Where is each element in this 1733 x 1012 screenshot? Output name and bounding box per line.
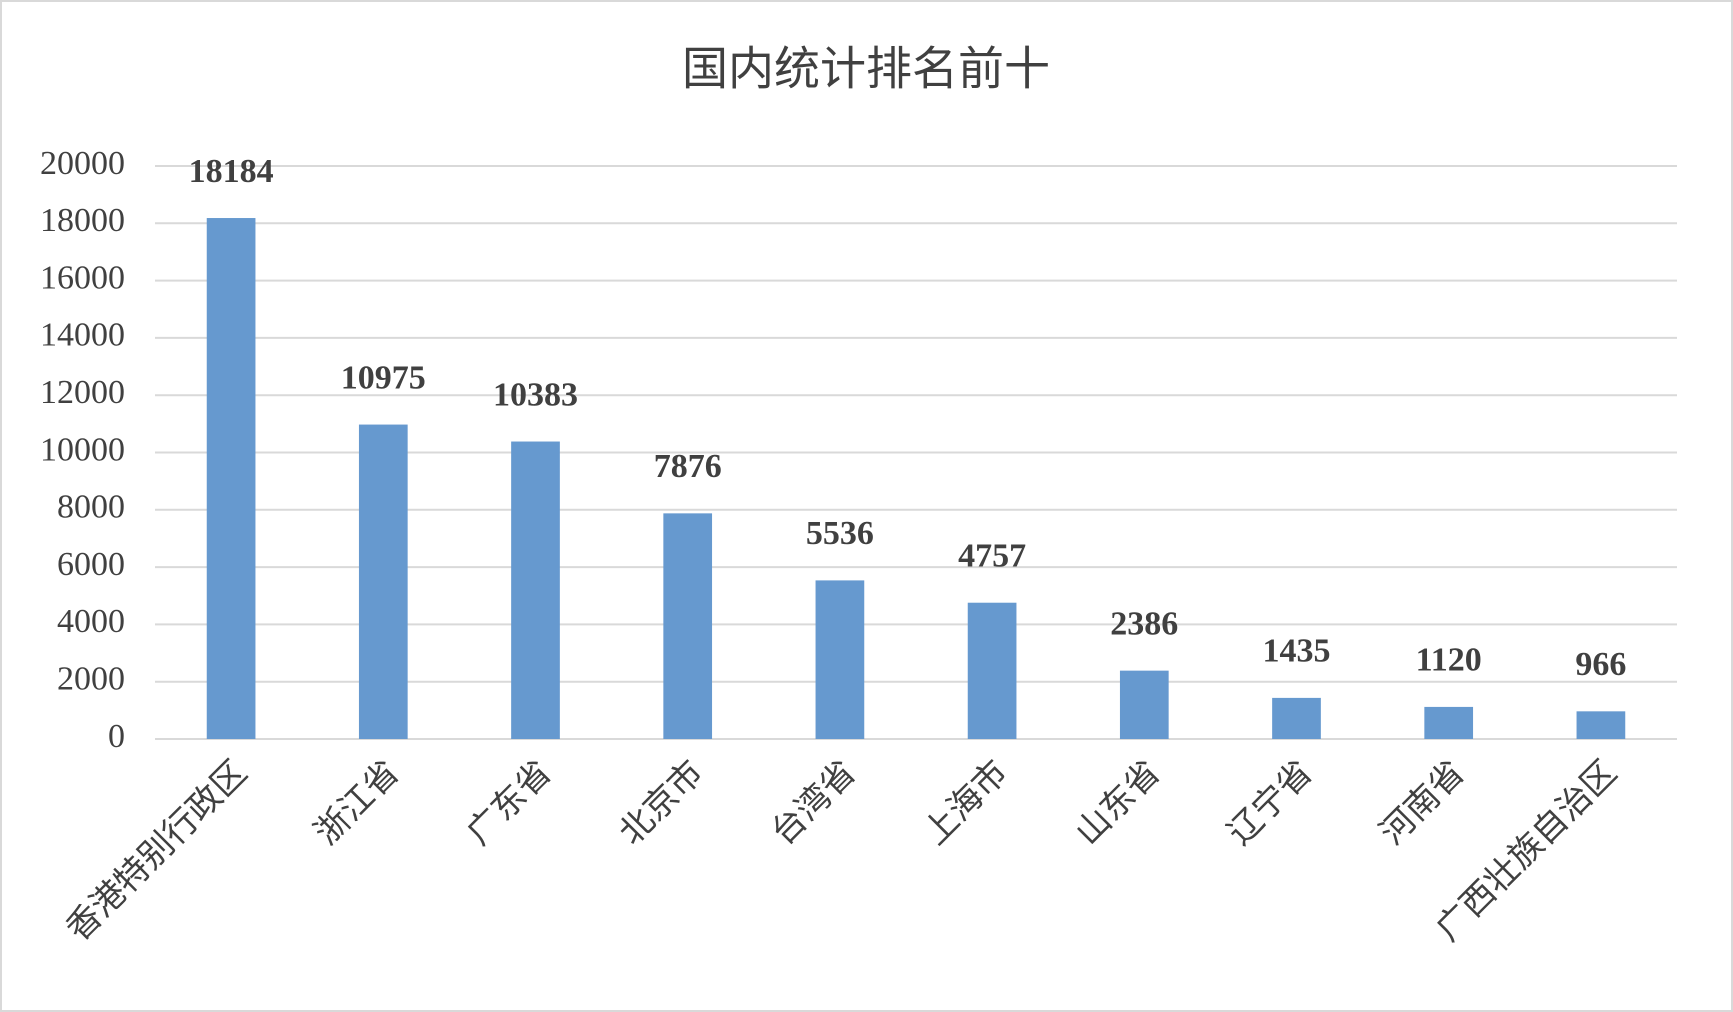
y-tick-label: 0 bbox=[108, 718, 125, 755]
bar bbox=[967, 602, 1017, 739]
bar bbox=[1576, 711, 1626, 739]
bar bbox=[1272, 697, 1321, 739]
bar bbox=[511, 441, 560, 739]
data-label: 1120 bbox=[1416, 642, 1482, 679]
bar bbox=[815, 580, 865, 739]
bar bbox=[1424, 706, 1474, 739]
y-tick-label: 6000 bbox=[57, 546, 125, 583]
y-tick-label: 14000 bbox=[40, 317, 125, 354]
bar bbox=[358, 424, 408, 739]
chart-title: 国内统计排名前十 bbox=[682, 44, 1050, 95]
y-tick-label: 4000 bbox=[57, 603, 125, 640]
data-label: 10383 bbox=[493, 376, 578, 413]
data-label: 10975 bbox=[341, 359, 426, 396]
data-label: 2386 bbox=[1110, 605, 1178, 642]
y-tick-label: 2000 bbox=[57, 660, 125, 697]
y-tick-label: 10000 bbox=[40, 431, 125, 468]
bar bbox=[206, 218, 256, 740]
bar bbox=[663, 513, 713, 739]
data-label: 966 bbox=[1575, 646, 1626, 683]
y-tick-label: 20000 bbox=[40, 145, 125, 182]
data-label: 5536 bbox=[806, 515, 874, 552]
data-label: 4757 bbox=[958, 538, 1026, 575]
data-label: 1435 bbox=[1263, 633, 1331, 670]
y-tick-label: 12000 bbox=[40, 374, 125, 411]
y-tick-label: 16000 bbox=[40, 259, 125, 296]
y-tick-label: 8000 bbox=[57, 489, 125, 526]
data-label: 18184 bbox=[189, 153, 274, 190]
data-label: 7876 bbox=[654, 448, 722, 485]
bar bbox=[1119, 670, 1169, 739]
y-tick-label: 18000 bbox=[40, 202, 125, 239]
